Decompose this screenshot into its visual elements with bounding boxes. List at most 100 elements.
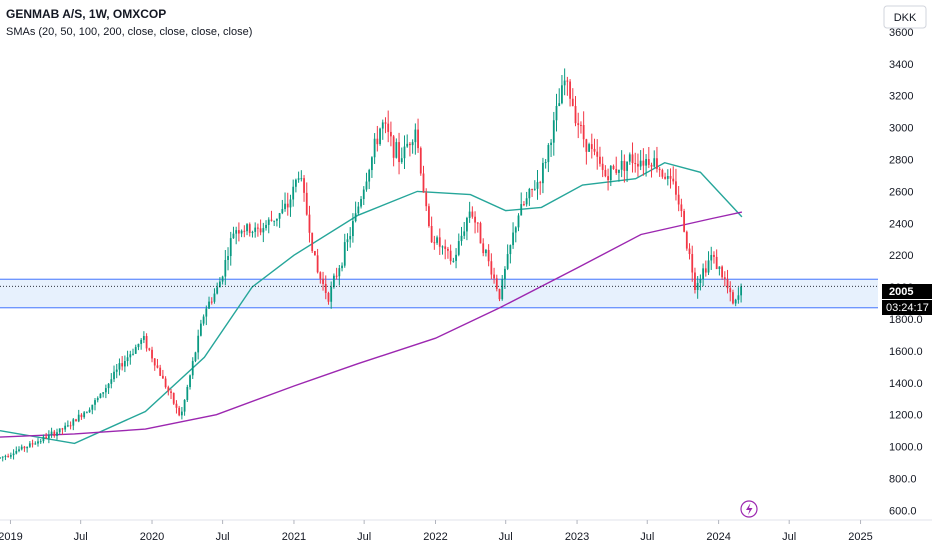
candle-body-81 [218, 281, 221, 288]
candle-body-149 [403, 146, 406, 159]
candle-body-196 [531, 189, 533, 191]
candle-body-102 [275, 218, 278, 221]
candle-body-142 [384, 122, 387, 124]
candle-body-107 [289, 199, 292, 208]
indicator-legend[interactable]: SMAs (20, 50, 100, 200, close, close, cl… [6, 26, 252, 38]
candle-body-125 [338, 268, 341, 277]
candle-body-67 [180, 411, 183, 416]
candle-body-250 [677, 194, 680, 205]
candle-body-236 [639, 160, 642, 167]
candle-body-113 [305, 192, 308, 215]
candle-body-270 [732, 292, 734, 304]
candle-body-192 [520, 204, 523, 216]
candle-body-64 [172, 392, 175, 404]
candle-body-215 [582, 125, 585, 140]
candle-body-8 [20, 446, 23, 450]
candle-body-116 [314, 251, 316, 256]
candle-body-272 [737, 295, 740, 300]
candle-body-94 [254, 227, 257, 232]
candle-body-222 [601, 163, 604, 170]
candle-body-122 [330, 287, 333, 302]
candle-body-273 [740, 286, 743, 296]
price-axis[interactable]: DKK 600.0 800.0 1000.0 1200.0 1400.0 1600.0 18… [881, 0, 932, 520]
candle-body-187 [506, 254, 509, 269]
candle-body-216 [585, 139, 588, 152]
candle-body-155 [419, 148, 422, 174]
candle-body-130 [352, 221, 354, 237]
candle-body-157 [425, 192, 428, 207]
candle-body-49 [132, 353, 134, 355]
candle-body-7 [18, 449, 20, 451]
candle-body-238 [645, 158, 647, 166]
currency-button[interactable] [883, 5, 927, 29]
candle-body-0 [0, 457, 1, 459]
candle-body-26 [69, 425, 72, 427]
candle-body-40 [107, 383, 110, 389]
candle-body-57 [153, 358, 156, 366]
candle-body-168 [455, 254, 457, 261]
candle-body-152 [411, 142, 414, 146]
candle-body-11 [28, 443, 31, 447]
candle-body-262 [710, 254, 713, 261]
candle-body-153 [414, 129, 417, 143]
candle-body-145 [392, 136, 395, 158]
x-tick-label-7: Jul [499, 531, 513, 543]
support-zone[interactable] [0, 278, 878, 309]
candle-body-143 [387, 123, 390, 132]
candle-body-271 [734, 299, 737, 304]
candle-body-15 [39, 441, 42, 443]
candle-body-129 [349, 236, 352, 240]
candle-body-177 [479, 223, 482, 244]
candle-body-72 [194, 352, 197, 362]
candle-body-41 [110, 379, 113, 384]
candle-body-3 [7, 455, 10, 457]
candle-body-220 [596, 151, 599, 157]
candle-body-87 [235, 230, 238, 234]
candle-body-179 [485, 249, 487, 254]
candle-body-174 [471, 211, 474, 217]
candle-body-140 [379, 128, 381, 145]
candle-body-58 [156, 365, 159, 368]
candle-body-93 [251, 231, 254, 233]
candle-body-132 [357, 206, 360, 214]
candle-body-80 [216, 287, 219, 294]
candle-body-182 [493, 274, 495, 279]
candle-body-198 [536, 182, 539, 189]
candle-body-16 [42, 436, 45, 442]
candle-body-34 [91, 404, 94, 410]
candle-body-101 [273, 220, 276, 222]
candle-body-251 [680, 204, 683, 211]
candle-body-229 [620, 160, 623, 170]
candle-body-121 [327, 292, 330, 302]
candle-body-209 [566, 80, 569, 82]
candle-body-1 [1, 456, 4, 458]
candle-body-4 [9, 455, 12, 457]
candle-body-173 [468, 211, 471, 218]
time-axis[interactable]: 2019 Jul 2020 Jul 2021 Jul 2022 Jul 2023 Jul 2024 J… [0, 519, 932, 543]
candle-body-118 [319, 272, 322, 279]
candle-body-52 [140, 339, 143, 344]
candle-body-69 [186, 387, 189, 400]
candle-body-17 [45, 436, 48, 439]
candle-body-83 [224, 260, 227, 277]
candle-body-164 [444, 246, 447, 249]
candle-body-151 [409, 143, 411, 146]
candle-body-104 [281, 209, 284, 214]
alert-button[interactable] [740, 500, 758, 518]
candle-body-124 [335, 275, 338, 277]
candle-body-224 [607, 176, 609, 181]
candle-body-139 [376, 138, 379, 145]
candle-body-167 [452, 260, 455, 262]
candle-body-92 [248, 224, 251, 233]
candle-body-31 [83, 412, 86, 418]
candle-body-144 [390, 131, 392, 137]
candle-body-106 [286, 203, 289, 208]
candle-body-239 [647, 158, 650, 165]
candle-body-27 [72, 419, 75, 426]
candle-body-77 [208, 301, 210, 309]
candle-body-199 [539, 182, 542, 184]
candle-body-165 [447, 248, 449, 251]
y-tick-label-3: 1200.0 [889, 410, 923, 422]
